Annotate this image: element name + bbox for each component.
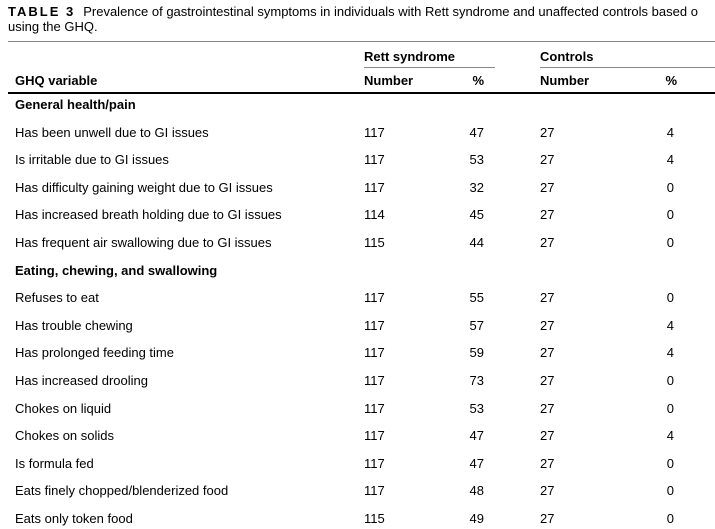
controls-percent: 0	[666, 511, 674, 526]
controls-number: 27	[540, 152, 555, 168]
row-label: Has prolonged feeding time	[15, 345, 174, 361]
controls-number: 27	[540, 235, 555, 250]
top-rule	[8, 41, 715, 42]
rett-percent: 44	[469, 235, 484, 250]
controls-percent: 0	[666, 290, 674, 306]
group-header-rett: Rett syndrome	[364, 49, 456, 64]
rett-number: 115	[364, 235, 385, 250]
row-label: Is formula fed	[15, 455, 94, 471]
row-label: Refuses to eat	[15, 290, 99, 306]
rett-number: 115	[364, 511, 385, 526]
controls-percent: 0	[666, 235, 674, 250]
controls-percent: 0	[666, 400, 674, 416]
controls-percent: 0	[666, 179, 674, 195]
rett-percent: 48	[469, 483, 484, 499]
rett-number: 117	[364, 455, 385, 471]
section-title: General health/pain	[15, 97, 136, 112]
controls-number: 27	[540, 317, 555, 333]
controls-number: 27	[540, 400, 555, 416]
rett-number: 117	[364, 428, 385, 444]
table-label: TABLE 3	[8, 4, 76, 19]
rett-percent: 73	[469, 373, 484, 388]
col-header-variable: GHQ variable	[15, 73, 98, 88]
controls-percent: 4	[666, 345, 674, 361]
caption-text: Prevalence of gastrointestinal symptoms …	[83, 4, 698, 19]
controls-percent: 0	[666, 373, 674, 388]
controls-number: 27	[540, 345, 555, 361]
rett-percent: 47	[469, 455, 484, 471]
table-caption: TABLE 3 Prevalence of gastrointestinal sy…	[8, 4, 715, 34]
controls-number: 27	[540, 373, 555, 388]
group-header-controls: Controls	[540, 49, 594, 64]
row-label: Has trouble chewing	[15, 317, 133, 333]
rett-percent: 59	[469, 345, 484, 361]
rett-number: 117	[364, 124, 385, 140]
row-label: Has frequent air swallowing due to GI is…	[15, 235, 272, 250]
row-label: Eats finely chopped/blenderized food	[15, 483, 229, 499]
rett-percent: 32	[469, 179, 484, 195]
row-label: Chokes on solids	[15, 428, 114, 444]
col-header-rett-pct: %	[472, 73, 484, 88]
controls-percent: 4	[666, 317, 674, 333]
rett-percent: 49	[469, 511, 484, 526]
rett-percent: 57	[469, 317, 484, 333]
rett-number: 117	[364, 317, 385, 333]
rett-number: 117	[364, 400, 385, 416]
rett-percent: 55	[469, 290, 484, 306]
controls-number: 27	[540, 455, 555, 471]
controls-percent: 0	[666, 455, 674, 471]
rett-percent: 53	[469, 152, 484, 168]
col-header-ctrl-pct: %	[665, 73, 677, 88]
controls-number: 27	[540, 124, 555, 140]
col-header-ctrl-number: Number	[540, 73, 590, 88]
header-rule	[8, 92, 715, 94]
row-label: Has difficulty gaining weight due to GI …	[15, 179, 273, 195]
row-label: Eats only token food	[15, 511, 133, 526]
controls-number: 27	[540, 511, 555, 526]
controls-percent: 4	[666, 152, 674, 168]
rett-group-rule	[364, 67, 495, 68]
controls-percent: 0	[666, 207, 674, 223]
row-label: Chokes on liquid	[15, 400, 112, 416]
rett-number: 117	[364, 373, 385, 388]
controls-number: 27	[540, 428, 555, 444]
controls-percent: 0	[666, 483, 674, 499]
rett-number: 117	[364, 152, 385, 168]
row-label: Has increased breath holding due to GI i…	[15, 207, 282, 223]
rett-number: 117	[364, 483, 385, 499]
rett-number: 117	[364, 290, 385, 306]
rett-percent: 45	[469, 207, 484, 223]
controls-percent: 4	[666, 124, 674, 140]
rett-percent: 47	[469, 124, 484, 140]
caption-text-line2: using the GHQ.	[8, 19, 98, 34]
controls-group-rule	[540, 67, 715, 68]
col-header-rett-number: Number	[364, 73, 414, 88]
controls-number: 27	[540, 179, 555, 195]
row-label: Is irritable due to GI issues	[15, 152, 169, 168]
section-title: Eating, chewing, and swallowing	[15, 262, 218, 278]
rett-percent: 53	[469, 400, 484, 416]
rett-number: 117	[364, 179, 385, 195]
rett-percent: 47	[469, 428, 484, 444]
controls-number: 27	[540, 483, 555, 499]
row-label: Has increased drooling	[15, 373, 148, 388]
controls-number: 27	[540, 290, 555, 306]
rett-number: 114	[364, 207, 385, 223]
rett-number: 117	[364, 345, 385, 361]
controls-number: 27	[540, 207, 555, 223]
row-label: Has been unwell due to GI issues	[15, 124, 209, 140]
controls-percent: 4	[666, 428, 674, 444]
